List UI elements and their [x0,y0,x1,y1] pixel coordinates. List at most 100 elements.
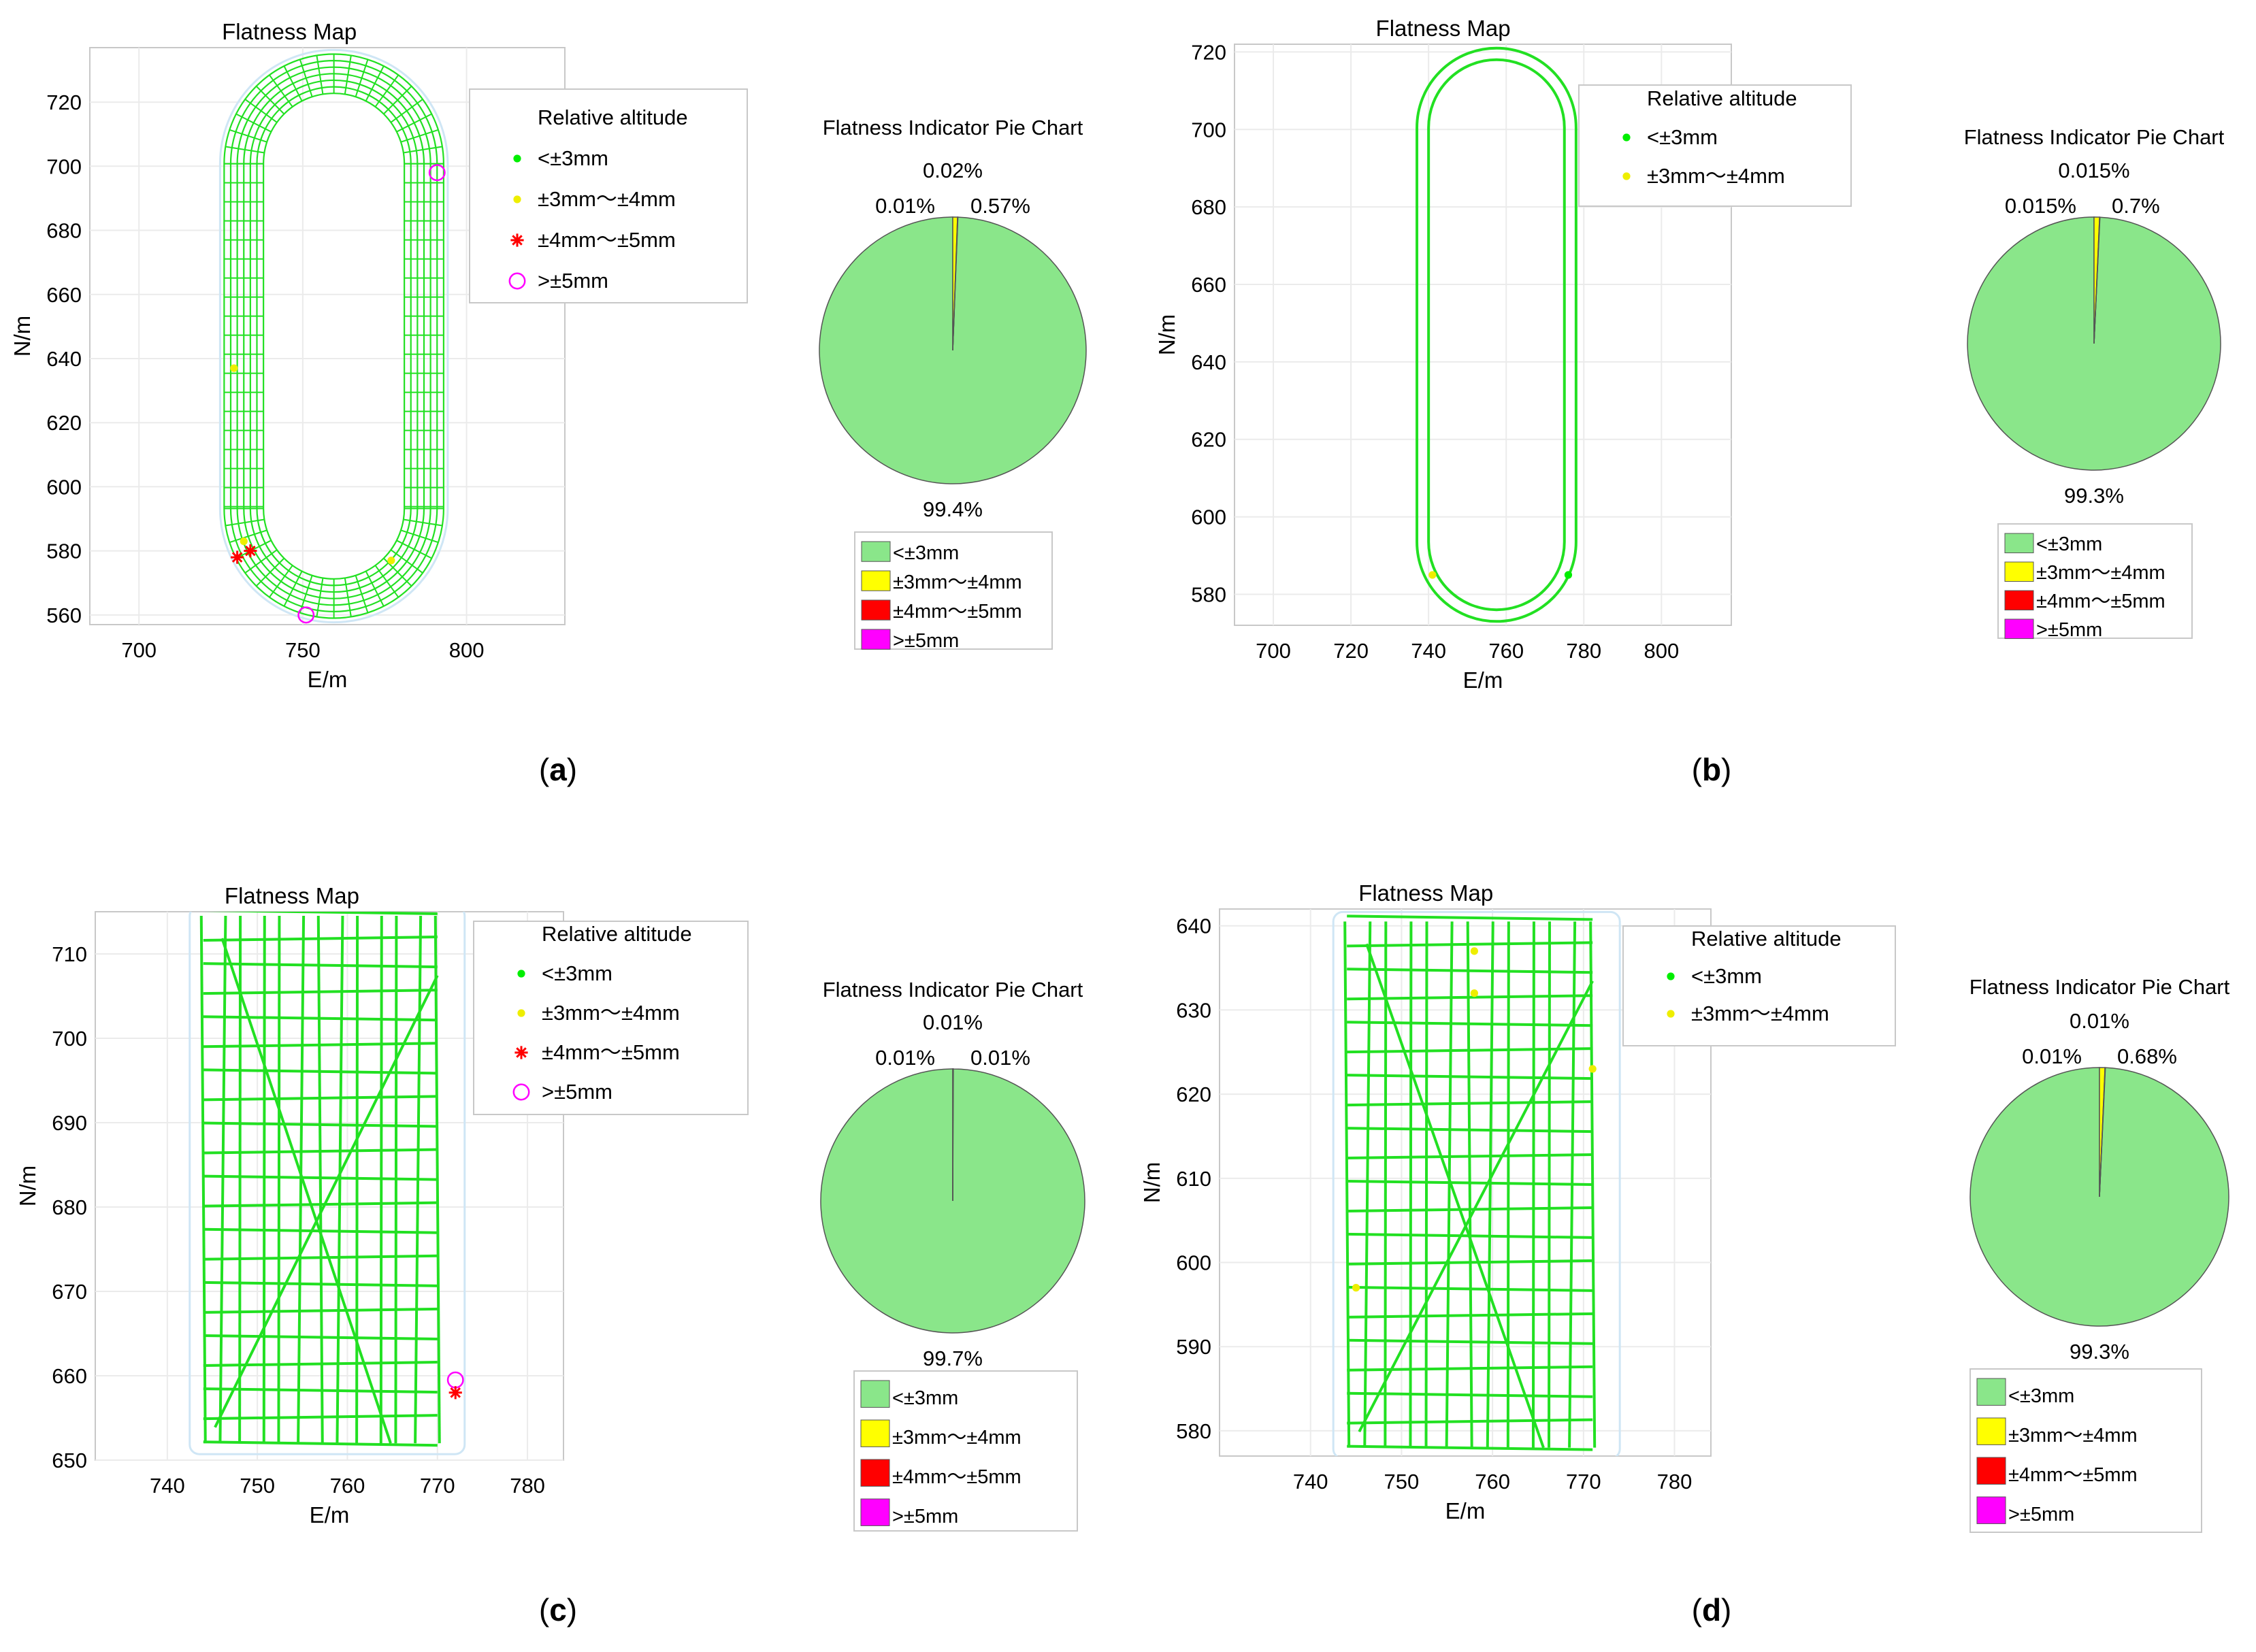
track-pass [203,1254,438,1261]
x-tick-label: 740 [1293,1470,1328,1493]
track-pass [203,912,438,915]
track-layer [189,912,466,1455]
track-pass [1347,1206,1593,1212]
x-tick-label: 750 [240,1474,275,1498]
y-tick-label: 680 [46,219,82,243]
y-tick-label: 600 [46,475,82,499]
pie-label: 0.01% [2070,1009,2129,1033]
map-legend: Relative altitude <±3mm ±3mm～±4mm [1622,925,1896,1046]
highlight-point [240,537,248,546]
pie-slice [2093,216,2101,344]
track-pass [1347,1047,1593,1054]
pie-panel-1: Flatness Indicator Pie Chart 99.3% 0.015% 0… [1964,125,2225,641]
track-cross [355,575,369,613]
track-cross [283,65,303,101]
track-pass [203,1414,438,1421]
track-pass [203,1387,438,1394]
legend-swatch [861,570,891,591]
y-tick-label: 700 [1191,118,1226,142]
legend-marker [517,970,525,978]
y-axis-label: N/m [10,316,35,357]
x-tick-label: 720 [1333,639,1369,663]
map-panel-2: 740 750 760 770 780 650 660 670 680 690 700 710 Flat… [15,883,749,1527]
track-cross [355,59,369,97]
highlight-point [230,364,238,372]
pie-label: 99.4% [923,497,983,521]
pie-label: 0.01% [875,194,935,218]
y-tick-label: 600 [1191,506,1226,529]
track-cross [374,565,399,598]
track-pass [203,1307,438,1314]
x-axis-label: E/m [1463,667,1503,693]
track-pass [1363,921,1372,1448]
track-pass [1347,1365,1593,1372]
y-tick-label: 630 [1176,998,1211,1022]
track-pass [277,915,281,1444]
legend-label: ±4mm～±5mm [893,601,1022,623]
x-tick-label: 770 [1566,1470,1601,1493]
track-pass [1347,1338,1593,1345]
pie-label: 0.01% [923,1010,983,1034]
track-pass [1347,1312,1593,1319]
track-cross [235,113,272,133]
legend-label: >±5mm [893,630,959,652]
legend-swatch [2004,590,2034,611]
y-tick-label: 650 [52,1449,87,1472]
track-pass [1347,1391,1593,1398]
map-panel-0: 700 750 800 560 580 600 620 640 660 680 700 720 Flat… [10,19,748,692]
y-tick-label: 620 [46,411,82,435]
legend-label: ±3mm～±4mm [538,187,676,211]
track-pass [316,915,324,1444]
legend-marker [513,195,521,203]
pie-label: 0.02% [923,159,983,182]
y-tick-label: 580 [1176,1419,1211,1443]
y-axis-label: N/m [1139,1162,1164,1204]
track-pass [203,1440,438,1447]
track-pass [1384,921,1388,1448]
legend-label: >±5mm [2036,619,2102,641]
pie-label: 99.3% [2070,1340,2129,1364]
legend-marker [1667,972,1675,980]
pie-label: 99.7% [923,1347,983,1370]
legend-label: <±3mm [1691,964,1762,988]
track-pass [1347,1074,1593,1080]
track-pass [203,1361,438,1368]
legend-label: <±3mm [893,542,959,564]
pie-slice [952,216,959,351]
track-pass [203,1042,438,1048]
track-pass [1347,968,1593,974]
track-pass [203,1148,438,1155]
track-cross [244,549,278,574]
highlight-point [1352,1284,1360,1292]
pie-label: 0.01% [970,1046,1030,1070]
track-diagonal [1358,980,1594,1433]
legend-swatch [1976,1457,2006,1485]
track-cross [225,518,265,527]
y-tick-label: 700 [46,154,82,178]
track-cross [255,85,285,115]
highlight-point [1588,1065,1597,1073]
track-pass [1343,921,1351,1448]
y-tick-label: 720 [1191,40,1226,64]
track-pass [297,915,306,1444]
track-pass [1347,941,1593,948]
track-cross [390,99,423,123]
track-pass [203,936,438,942]
x-tick-label: 770 [420,1474,455,1498]
map-title: Flatness Map [225,883,359,908]
legend-label: ±3mm～±4mm [542,1001,680,1025]
track-layer [1416,46,1577,623]
pie-title: Flatness Indicator Pie Chart [823,116,1083,139]
map-legend: Relative altitude <±3mm ±3mm～±4mm [1578,84,1852,207]
pie-title: Flatness Indicator Pie Chart [1969,975,2230,999]
legend-swatch [1976,1417,2006,1445]
x-tick-label: 780 [510,1474,545,1498]
legend-swatch [860,1498,890,1526]
track-pass [203,1281,438,1287]
x-tick-label: 740 [1411,639,1446,663]
legend-label: >±5mm [2008,1504,2074,1525]
track-cross [390,549,423,574]
pie-title: Flatness Indicator Pie Chart [1964,125,2225,149]
caption-part: ) [1721,1592,1731,1628]
